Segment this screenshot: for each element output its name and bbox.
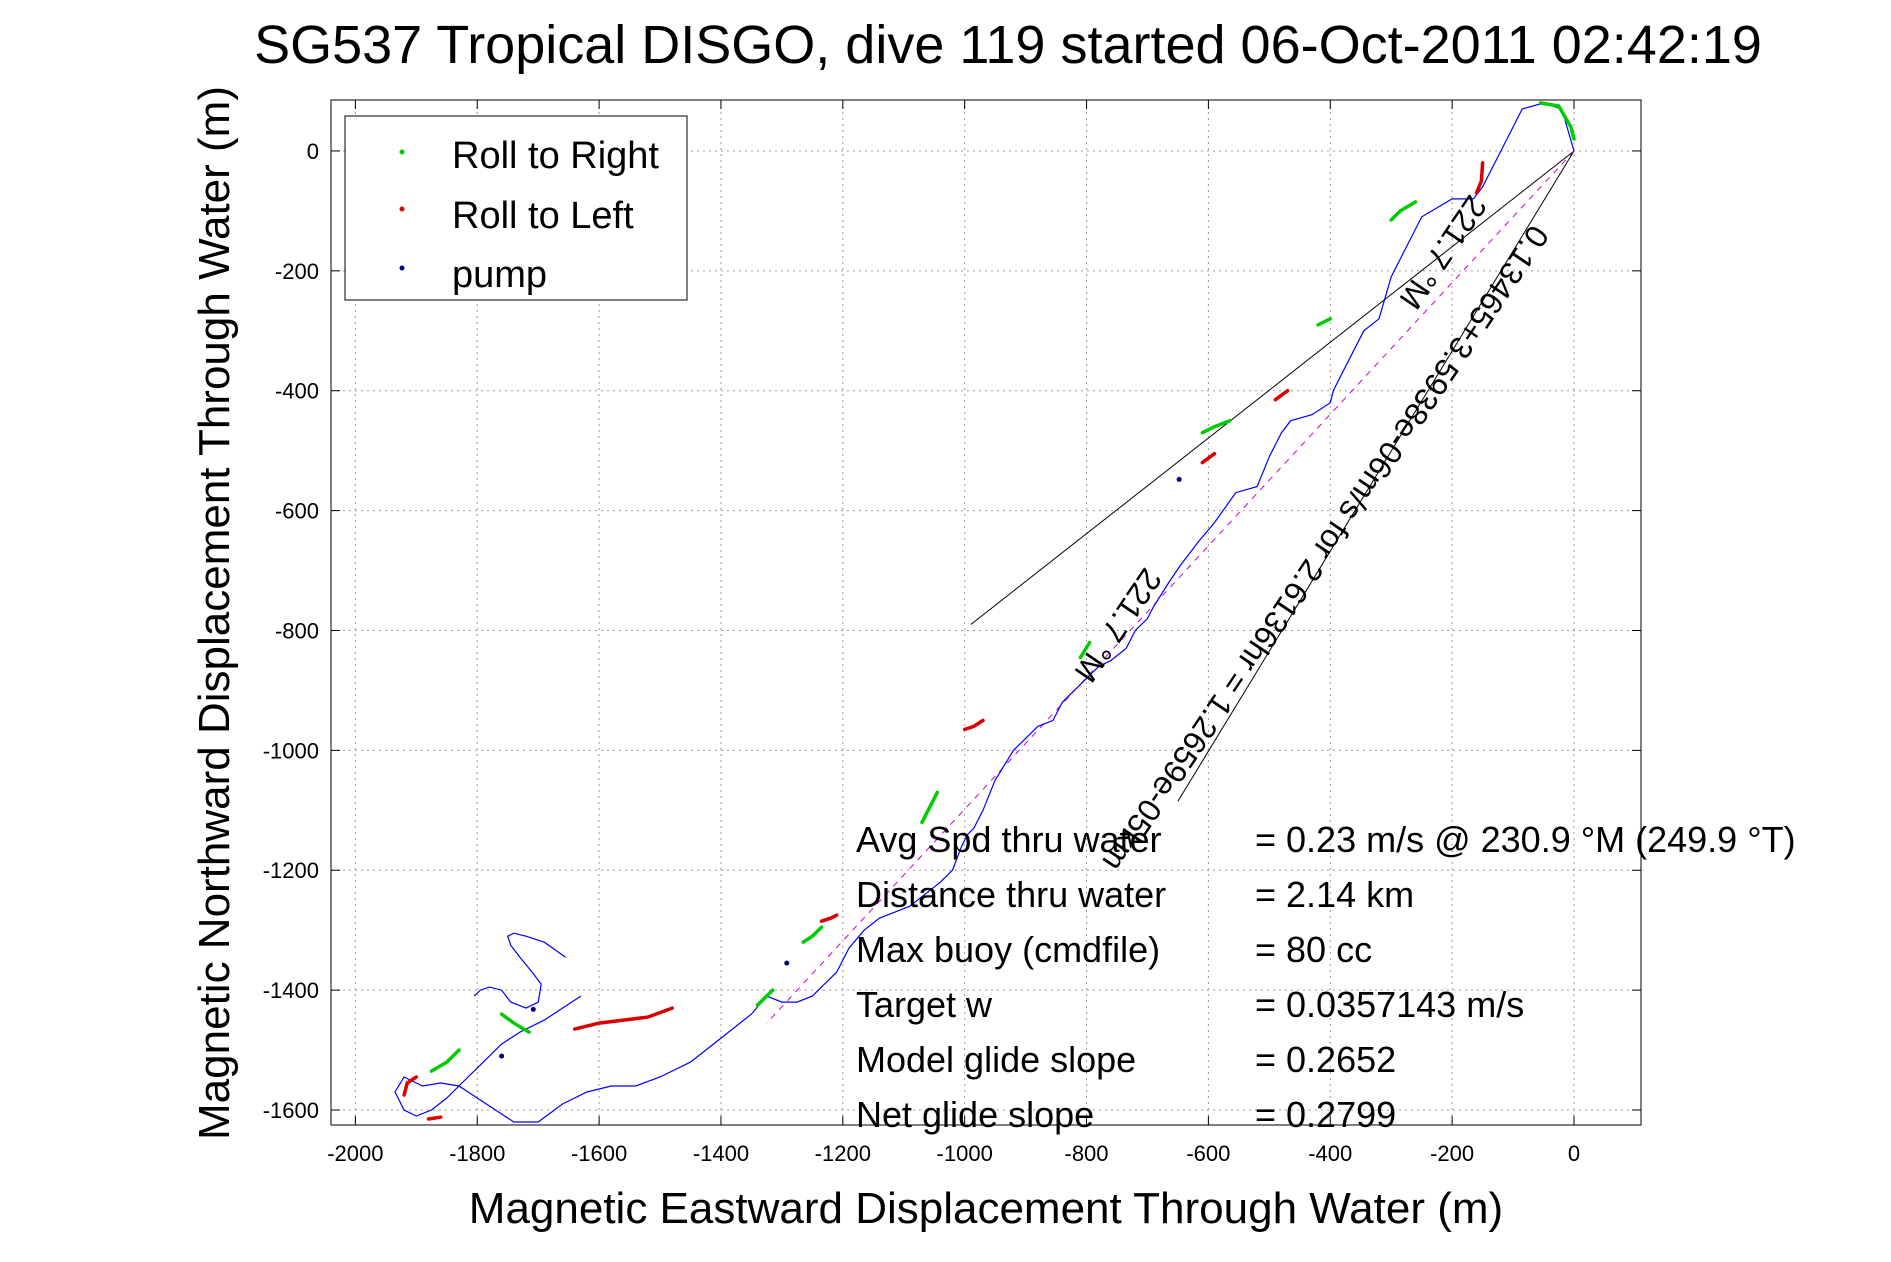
y-tick-label: -200 xyxy=(275,259,319,284)
roll-right-segment xyxy=(755,988,775,1007)
y-tick-label: -1400 xyxy=(263,978,319,1003)
chart-title: SG537 Tropical DISGO, dive 119 started 0… xyxy=(254,15,1762,75)
guide-line xyxy=(970,150,1575,625)
roll-left-segment xyxy=(402,1075,419,1097)
x-tick-label: -600 xyxy=(1186,1141,1230,1166)
x-tick-label: -200 xyxy=(1430,1141,1474,1166)
legend-right-marker xyxy=(399,149,405,155)
guide-line xyxy=(1177,150,1575,802)
stat-label: Distance thru water xyxy=(856,874,1166,915)
roll-left-segment xyxy=(1200,451,1217,465)
stat-label: Model glide slope xyxy=(856,1039,1136,1080)
pump-point xyxy=(499,1053,505,1059)
y-tick-label: -800 xyxy=(275,618,319,643)
x-tick-label: -1400 xyxy=(693,1141,749,1166)
roll-right-segment xyxy=(920,790,940,825)
stat-value: = 0.23 m/s @ 230.9 °M (249.9 °T) xyxy=(1255,819,1796,860)
y-axis-label: Magnetic Northward Displacement Through … xyxy=(190,86,239,1140)
x-tick-label: -1200 xyxy=(815,1141,871,1166)
roll-left-segment xyxy=(1273,388,1290,402)
stat-value: = 0.2652 xyxy=(1255,1039,1396,1080)
roll-left-segment xyxy=(819,913,839,923)
roll-right-segment xyxy=(1078,640,1092,660)
x-tick-label: -1600 xyxy=(571,1141,627,1166)
legend-pump-marker xyxy=(399,265,405,271)
roll-left-segment xyxy=(572,1006,674,1031)
stat-value: = 2.14 km xyxy=(1255,874,1414,915)
roll-left-segment xyxy=(962,718,985,732)
stat-value: = 0.2799 xyxy=(1255,1094,1396,1135)
roll-right-segment xyxy=(801,925,824,944)
roll-right-segment xyxy=(1538,101,1576,141)
roll-right-segment xyxy=(499,1012,531,1034)
track-layer xyxy=(394,102,1575,1123)
axis-ticks: -2000 -1800 -1600 -1400 -1200 -1000 -800 -600 -4… xyxy=(263,100,1641,1166)
roll-right-segment xyxy=(1316,317,1333,327)
legend-left-marker xyxy=(399,206,405,212)
legend: Roll to Right Roll to Left pump xyxy=(344,115,688,301)
stat-label: Avg Spd thru water xyxy=(856,819,1162,860)
stats-block: Avg Spd thru water = 0.23 m/s @ 230.9 °M … xyxy=(856,819,1796,1135)
stat-value: = 0.0357143 m/s xyxy=(1255,984,1524,1025)
y-tick-label: -1600 xyxy=(263,1098,319,1123)
glider-track-loop xyxy=(473,932,566,1009)
legend-pump-label: pump xyxy=(452,254,547,296)
x-tick-label: 0 xyxy=(1568,1141,1580,1166)
marker-layer xyxy=(402,101,1576,1121)
x-tick-label: -1800 xyxy=(449,1141,505,1166)
roll-right-segment xyxy=(429,1048,461,1073)
y-tick-label: 0 xyxy=(307,139,319,164)
y-tick-label: -600 xyxy=(275,499,319,524)
pump-point xyxy=(784,960,790,966)
guide-lines xyxy=(766,150,1575,1024)
stat-label: Target w xyxy=(856,984,993,1025)
x-axis-label: Magnetic Eastward Displacement Through W… xyxy=(469,1184,1503,1233)
legend-left-label: Roll to Left xyxy=(452,195,634,237)
pump-point xyxy=(1176,476,1182,482)
pump-point xyxy=(530,1006,536,1012)
x-tick-label: -2000 xyxy=(327,1141,383,1166)
x-tick-label: -400 xyxy=(1308,1141,1352,1166)
roll-right-segment xyxy=(1389,200,1418,222)
roll-left-segment xyxy=(426,1115,443,1121)
stat-value: = 80 cc xyxy=(1255,929,1372,970)
y-tick-label: -1200 xyxy=(263,858,319,883)
glider-track xyxy=(394,102,1575,1123)
stat-label: Max buoy (cmdfile) xyxy=(856,929,1160,970)
legend-right-label: Roll to Right xyxy=(452,135,659,177)
x-tick-label: -1000 xyxy=(937,1141,993,1166)
grid xyxy=(331,100,1641,1125)
roll-right-segment xyxy=(1200,418,1232,435)
x-tick-label: -800 xyxy=(1065,1141,1109,1166)
stat-label: Net glide slope xyxy=(856,1094,1094,1135)
roll-left-segment xyxy=(1474,161,1485,195)
y-tick-label: -400 xyxy=(275,379,319,404)
y-tick-label: -1000 xyxy=(263,738,319,763)
